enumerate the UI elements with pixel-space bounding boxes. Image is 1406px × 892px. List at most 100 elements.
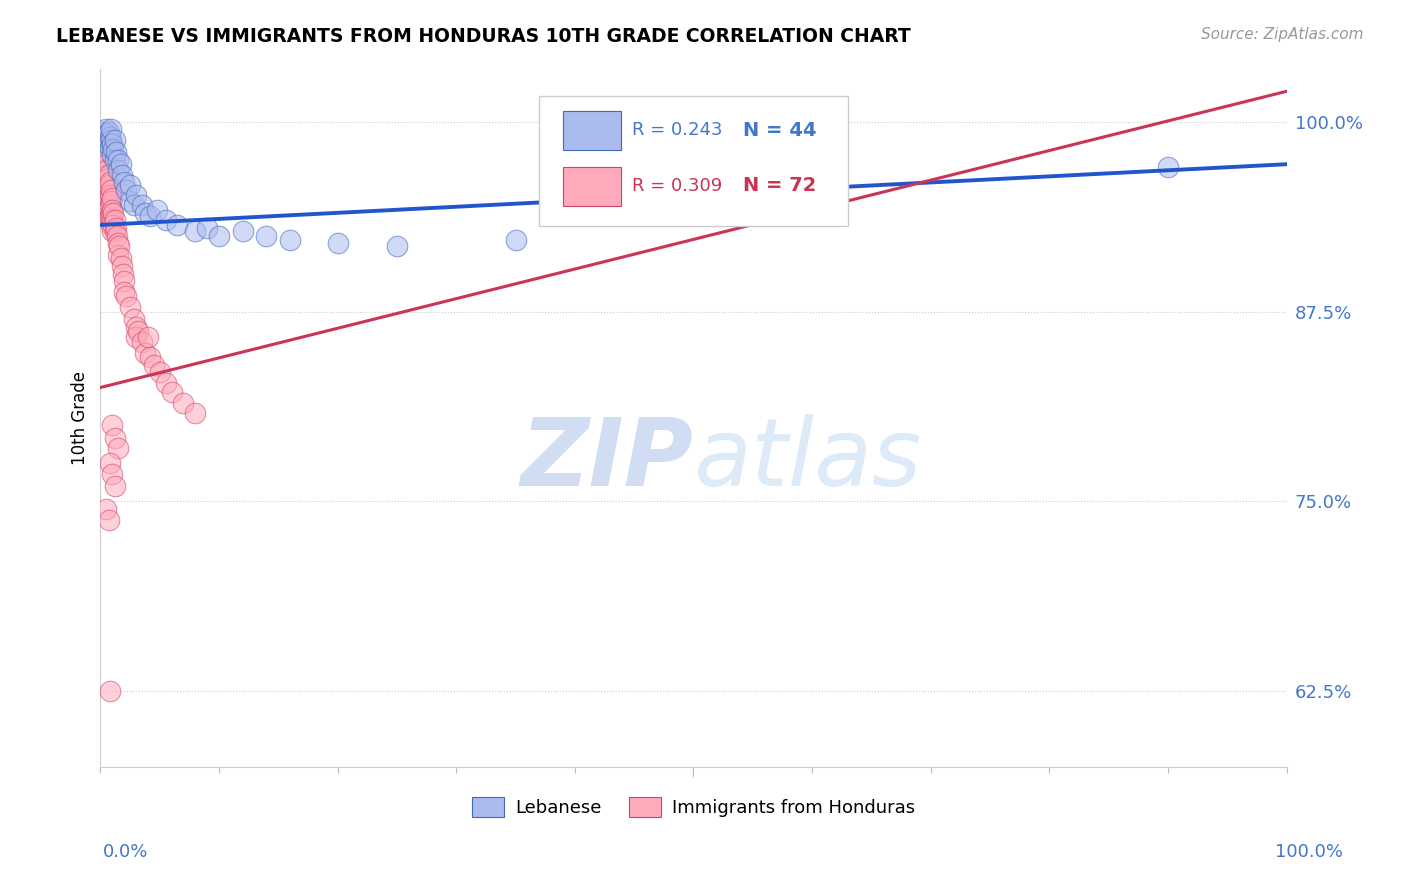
Point xyxy=(93,153,115,167)
Point xyxy=(101,224,124,238)
Point xyxy=(131,198,153,212)
Point xyxy=(184,406,207,420)
Point xyxy=(146,202,169,217)
Point xyxy=(96,172,118,186)
Point xyxy=(139,350,162,364)
Point xyxy=(98,176,121,190)
Point xyxy=(101,467,124,481)
Point xyxy=(112,176,135,190)
Point xyxy=(96,163,118,178)
Text: N = 44: N = 44 xyxy=(744,120,817,139)
Point xyxy=(112,285,135,299)
Text: R = 0.309: R = 0.309 xyxy=(631,177,723,195)
Point xyxy=(184,224,207,238)
Point xyxy=(166,218,188,232)
Point xyxy=(96,122,118,136)
Point xyxy=(101,213,124,227)
Point xyxy=(100,183,122,197)
Point xyxy=(94,129,117,144)
Point xyxy=(98,209,121,223)
Point xyxy=(122,198,145,212)
Point xyxy=(98,187,121,202)
Point xyxy=(125,330,148,344)
Point xyxy=(131,334,153,349)
Point xyxy=(97,191,120,205)
Point xyxy=(385,239,408,253)
Point xyxy=(111,259,134,273)
Point xyxy=(107,163,129,178)
Point xyxy=(118,194,141,208)
Point xyxy=(101,148,124,162)
Point xyxy=(115,183,138,197)
Point xyxy=(97,125,120,139)
Point xyxy=(103,142,125,156)
Point xyxy=(107,153,129,167)
Point xyxy=(96,196,118,211)
Point xyxy=(1157,161,1180,175)
Point xyxy=(111,168,134,182)
Point xyxy=(96,137,118,152)
Point xyxy=(103,213,125,227)
Point xyxy=(101,418,124,433)
FancyBboxPatch shape xyxy=(562,167,621,206)
Point xyxy=(97,201,120,215)
Y-axis label: 10th Grade: 10th Grade xyxy=(72,371,89,465)
Point xyxy=(98,457,121,471)
Point xyxy=(103,431,125,445)
Point xyxy=(98,129,121,144)
Point xyxy=(96,187,118,202)
Point xyxy=(105,228,128,243)
Point xyxy=(254,228,277,243)
Point xyxy=(98,140,121,154)
Point xyxy=(96,502,118,516)
Point xyxy=(101,191,124,205)
Point xyxy=(91,129,114,144)
Point xyxy=(93,125,115,139)
Point xyxy=(94,178,117,193)
Point xyxy=(96,133,118,147)
Text: Source: ZipAtlas.com: Source: ZipAtlas.com xyxy=(1201,27,1364,42)
Point xyxy=(100,218,122,232)
Point xyxy=(97,168,120,182)
Point xyxy=(125,319,148,334)
Point xyxy=(103,153,125,167)
Point xyxy=(97,178,120,193)
Point xyxy=(100,206,122,220)
Point xyxy=(97,135,120,149)
Point xyxy=(96,194,118,208)
Point xyxy=(208,228,231,243)
Point xyxy=(98,198,121,212)
Point xyxy=(94,172,117,186)
Point xyxy=(115,289,138,303)
Text: R = 0.243: R = 0.243 xyxy=(631,121,723,139)
Text: ZIP: ZIP xyxy=(520,414,693,506)
Point xyxy=(104,221,127,235)
Point xyxy=(122,312,145,326)
Point xyxy=(110,157,132,171)
Point xyxy=(103,133,125,147)
Point xyxy=(98,684,121,698)
Point xyxy=(96,127,118,141)
Point xyxy=(103,224,125,238)
Text: N = 72: N = 72 xyxy=(744,177,817,195)
FancyBboxPatch shape xyxy=(540,96,848,226)
Point xyxy=(96,183,118,197)
Point xyxy=(155,213,177,227)
Point xyxy=(127,324,149,338)
Point xyxy=(278,233,301,247)
FancyBboxPatch shape xyxy=(562,112,621,150)
Point xyxy=(94,163,117,178)
Point xyxy=(118,178,141,193)
Point xyxy=(505,233,527,247)
Point xyxy=(103,218,125,232)
Point xyxy=(93,142,115,156)
Point xyxy=(96,168,118,182)
Point xyxy=(172,395,194,409)
Point xyxy=(96,157,118,171)
Point xyxy=(232,224,254,238)
Point xyxy=(107,442,129,456)
Point xyxy=(101,137,124,152)
Text: LEBANESE VS IMMIGRANTS FROM HONDURAS 10TH GRADE CORRELATION CHART: LEBANESE VS IMMIGRANTS FROM HONDURAS 10T… xyxy=(56,27,911,45)
Point xyxy=(111,267,134,281)
Point xyxy=(139,209,162,223)
